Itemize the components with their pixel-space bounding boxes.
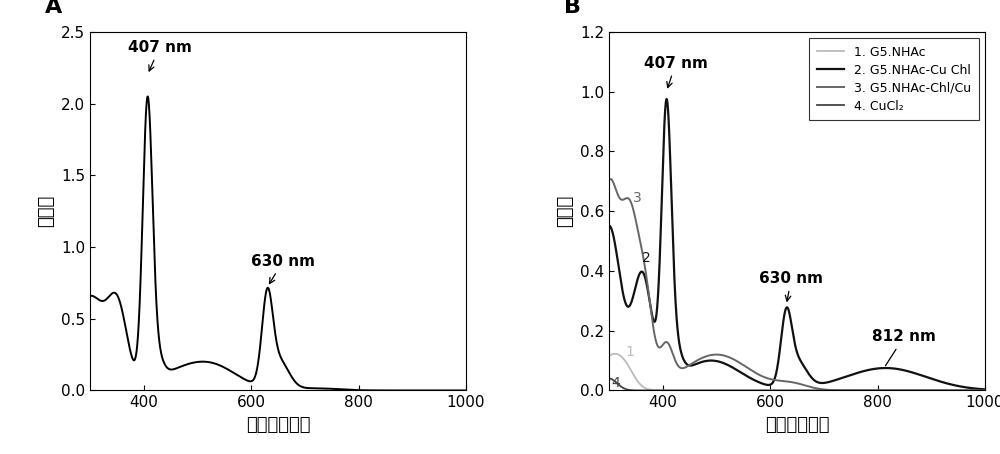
1. G5.NHAc bbox=[931, 388, 943, 393]
4. CuCl₂ bbox=[646, 388, 658, 393]
Line: 2. G5.NHAc-Cu Chl: 2. G5.NHAc-Cu Chl bbox=[609, 99, 985, 390]
Text: 2: 2 bbox=[642, 251, 651, 265]
Line: 3. G5.NHAc-Chl/Cu: 3. G5.NHAc-Chl/Cu bbox=[609, 179, 985, 390]
4. CuCl₂ bbox=[913, 388, 925, 393]
3. G5.NHAc-Chl/Cu bbox=[764, 376, 776, 382]
Line: 1. G5.NHAc: 1. G5.NHAc bbox=[609, 354, 985, 390]
2. G5.NHAc-Cu Chl bbox=[646, 311, 658, 316]
3. G5.NHAc-Chl/Cu bbox=[646, 316, 658, 321]
Text: 4: 4 bbox=[611, 376, 620, 390]
1. G5.NHAc bbox=[979, 388, 991, 393]
1. G5.NHAc bbox=[764, 388, 776, 393]
X-axis label: 波长（纳米）: 波长（纳米） bbox=[246, 416, 310, 434]
Text: 630 nm: 630 nm bbox=[251, 254, 315, 284]
Text: A: A bbox=[45, 0, 62, 17]
2. G5.NHAc-Cu Chl bbox=[747, 377, 759, 382]
2. G5.NHAc-Cu Chl bbox=[668, 273, 680, 279]
2. G5.NHAc-Cu Chl bbox=[603, 223, 615, 228]
2. G5.NHAc-Cu Chl bbox=[979, 387, 991, 392]
Line: 4. CuCl₂: 4. CuCl₂ bbox=[609, 379, 985, 390]
4. CuCl₂ bbox=[931, 388, 943, 393]
1. G5.NHAc bbox=[603, 353, 615, 359]
2. G5.NHAc-Cu Chl bbox=[972, 386, 984, 391]
1. G5.NHAc bbox=[972, 388, 984, 393]
Text: 1: 1 bbox=[625, 345, 634, 359]
4. CuCl₂ bbox=[668, 388, 680, 393]
3. G5.NHAc-Chl/Cu bbox=[668, 355, 680, 361]
3. G5.NHAc-Chl/Cu bbox=[603, 178, 615, 183]
Y-axis label: 吸收値: 吸收値 bbox=[556, 195, 574, 227]
X-axis label: 波长（纳米）: 波长（纳米） bbox=[765, 416, 829, 434]
1. G5.NHAc bbox=[609, 351, 621, 356]
4. CuCl₂ bbox=[972, 388, 984, 393]
2. G5.NHAc-Cu Chl bbox=[764, 382, 776, 388]
Text: 812 nm: 812 nm bbox=[872, 329, 936, 365]
2. G5.NHAc-Cu Chl bbox=[661, 96, 673, 102]
Text: 407 nm: 407 nm bbox=[644, 56, 708, 88]
1. G5.NHAc bbox=[646, 387, 658, 393]
4. CuCl₂ bbox=[763, 388, 775, 393]
Legend: 1. G5.NHAc, 2. G5.NHAc-Cu Chl, 3. G5.NHAc-Chl/Cu, 4. CuCl₂: 1. G5.NHAc, 2. G5.NHAc-Cu Chl, 3. G5.NHA… bbox=[809, 38, 979, 120]
4. CuCl₂ bbox=[747, 388, 759, 393]
3. G5.NHAc-Chl/Cu bbox=[605, 176, 617, 182]
Text: B: B bbox=[564, 0, 581, 17]
Text: 3: 3 bbox=[633, 191, 642, 205]
1. G5.NHAc bbox=[747, 388, 759, 393]
2. G5.NHAc-Cu Chl bbox=[931, 378, 943, 383]
3. G5.NHAc-Chl/Cu bbox=[972, 388, 984, 393]
4. CuCl₂ bbox=[603, 376, 615, 381]
Text: 630 nm: 630 nm bbox=[759, 271, 823, 301]
Y-axis label: 吸收値: 吸收値 bbox=[37, 195, 55, 227]
1. G5.NHAc bbox=[668, 388, 680, 393]
4. CuCl₂ bbox=[979, 388, 991, 393]
3. G5.NHAc-Chl/Cu bbox=[747, 369, 759, 374]
3. G5.NHAc-Chl/Cu bbox=[979, 388, 991, 393]
Text: 407 nm: 407 nm bbox=[128, 40, 191, 71]
3. G5.NHAc-Chl/Cu bbox=[931, 388, 943, 393]
